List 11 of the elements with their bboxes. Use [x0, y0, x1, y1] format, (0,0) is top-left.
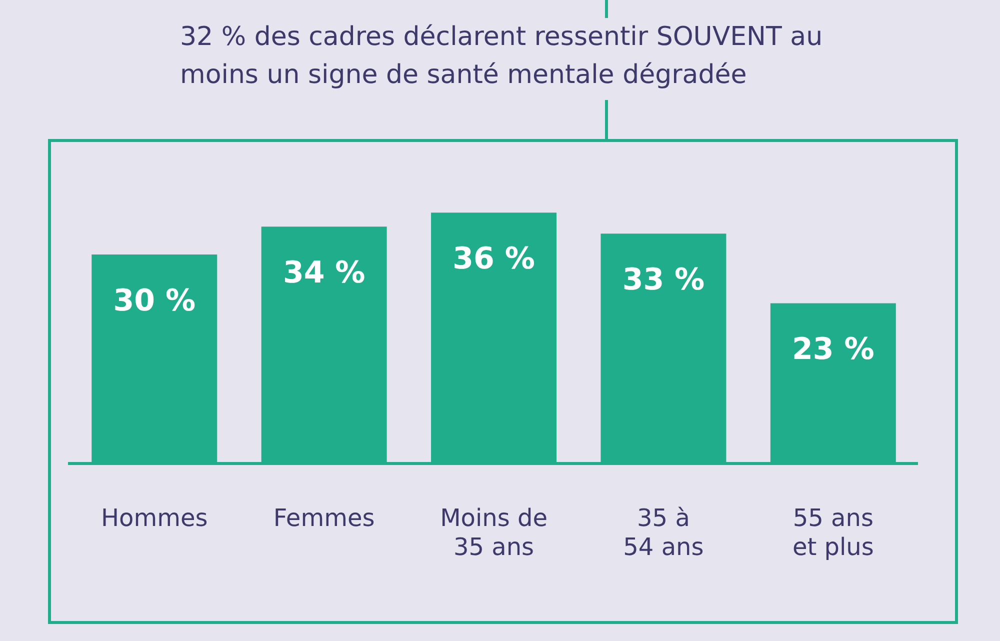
x-tick-label: 55 ans et plus	[792, 504, 874, 561]
x-tick-label: Femmes	[273, 504, 375, 532]
chart-title: 32 % des cadres déclarent ressentir SOUVENT au moins un signe de santé mentale dégradée	[180, 21, 824, 92]
data-label: 34 %	[282, 255, 366, 290]
x-tick-label: Hommes	[100, 504, 208, 532]
data-label: 23 %	[792, 332, 874, 368]
x-tick-label: Moins de 35 ans	[440, 504, 548, 561]
data-label: 36 %	[452, 241, 535, 276]
data-label: 30 %	[113, 283, 196, 318]
data-label: 33 %	[622, 262, 705, 298]
x-tick-label: 35 à 54 ans	[623, 504, 704, 561]
